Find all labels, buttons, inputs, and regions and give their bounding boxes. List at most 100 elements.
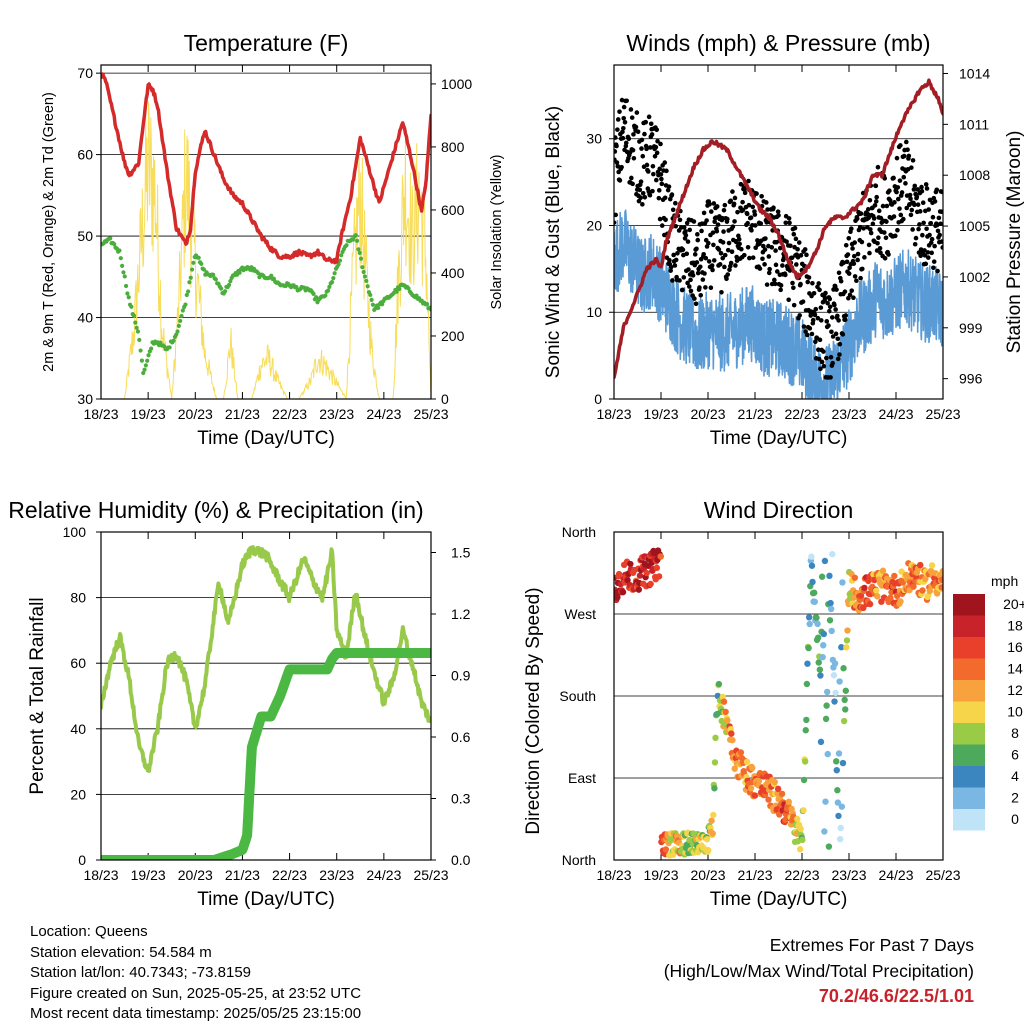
dewpoint-point bbox=[329, 279, 335, 285]
gust-point bbox=[746, 202, 752, 208]
gust-point bbox=[725, 247, 731, 253]
gust-point bbox=[919, 188, 925, 194]
gust-point bbox=[728, 260, 734, 266]
direction-point bbox=[834, 799, 842, 806]
y2-tick-label: 1000 bbox=[441, 76, 472, 92]
dewpoint-point bbox=[180, 308, 185, 313]
winds-panel: Winds (mph) & Pressure (mb) 18/23 19/23 20/… bbox=[543, 30, 1024, 449]
gust-point bbox=[892, 233, 898, 239]
gust-point bbox=[750, 255, 756, 260]
dewpoint-point bbox=[365, 284, 370, 289]
direction-point bbox=[813, 614, 820, 621]
direction-point bbox=[811, 598, 818, 605]
gust-point bbox=[653, 144, 659, 150]
gust-point bbox=[621, 115, 627, 121]
y-tick-label: 70 bbox=[77, 65, 93, 81]
dewpoint-point bbox=[120, 263, 125, 268]
gust-point bbox=[642, 131, 647, 137]
direction-point bbox=[837, 824, 844, 832]
gust-point bbox=[924, 226, 929, 232]
direction-point bbox=[922, 575, 929, 583]
dewpoint-point bbox=[176, 323, 181, 328]
gust-point bbox=[842, 289, 848, 294]
gust-point bbox=[884, 203, 890, 209]
gust-point bbox=[818, 305, 824, 310]
direction-point bbox=[817, 672, 824, 679]
y2-axis-label: Solar Insolation (Yellow) bbox=[489, 154, 505, 309]
gust-point bbox=[834, 287, 839, 292]
dewpoint-point bbox=[351, 237, 356, 242]
gust-point bbox=[791, 285, 796, 291]
gust-point bbox=[835, 356, 841, 362]
gust-point bbox=[675, 250, 680, 256]
gust-point bbox=[897, 178, 903, 183]
legend-label: 4 bbox=[1011, 768, 1019, 784]
gust-point bbox=[846, 235, 852, 241]
dewpoint-point bbox=[357, 250, 362, 255]
gust-point bbox=[684, 251, 690, 257]
gust-point bbox=[725, 272, 731, 277]
gust-point bbox=[823, 290, 828, 296]
humidity-title: Relative Humidity (%) & Precipitation (i… bbox=[8, 497, 423, 523]
dewpoint-point bbox=[311, 291, 316, 296]
gust-point bbox=[800, 299, 806, 304]
gust-point bbox=[637, 187, 643, 193]
dewpoint-point bbox=[178, 318, 183, 324]
gust-point bbox=[697, 264, 703, 270]
x-tick-label: 24/23 bbox=[366, 406, 401, 422]
gust-point bbox=[918, 253, 923, 259]
gust-point bbox=[644, 146, 649, 152]
gust-point bbox=[851, 261, 857, 266]
gust-point bbox=[654, 127, 660, 133]
direction-point bbox=[801, 758, 809, 765]
gust-point bbox=[925, 255, 931, 260]
gust-point bbox=[783, 272, 788, 278]
y-tick-label: West bbox=[564, 606, 596, 622]
direction-point bbox=[765, 796, 772, 803]
direction-point bbox=[647, 580, 654, 588]
gust-point bbox=[926, 207, 932, 212]
gust-point bbox=[911, 187, 917, 192]
direction-point bbox=[839, 579, 846, 586]
gust-point bbox=[833, 307, 838, 312]
gust-point bbox=[688, 277, 693, 283]
gust-point bbox=[656, 188, 662, 193]
direction-point bbox=[624, 576, 631, 584]
direction-point bbox=[821, 828, 828, 835]
gust-point bbox=[644, 162, 650, 168]
y-axis-label: Sonic Wind & Gust (Blue, Black) bbox=[543, 106, 564, 378]
direction-point bbox=[843, 637, 851, 644]
dewpoint-point bbox=[184, 292, 189, 298]
gust-point bbox=[724, 276, 729, 282]
gust-point bbox=[652, 153, 658, 159]
gust-point bbox=[837, 341, 843, 347]
x-tick-label: 19/23 bbox=[643, 867, 678, 883]
gust-point bbox=[859, 239, 865, 245]
gust-point bbox=[852, 240, 857, 245]
gust-point bbox=[747, 255, 752, 261]
direction-point bbox=[794, 815, 801, 823]
gust-point bbox=[721, 207, 727, 213]
legend-swatch bbox=[953, 701, 985, 723]
direction-point bbox=[747, 785, 755, 792]
gust-point bbox=[789, 255, 795, 261]
legend-label: 12 bbox=[1007, 682, 1023, 698]
gust-point bbox=[915, 187, 921, 192]
gust-point bbox=[761, 243, 766, 249]
gust-point bbox=[901, 216, 906, 222]
dewpoint-point bbox=[129, 304, 134, 309]
gust-point bbox=[843, 242, 849, 248]
y-tick-label: North bbox=[562, 852, 596, 868]
plot-frame bbox=[613, 531, 944, 861]
gust-point bbox=[876, 208, 882, 214]
legend-label: 10 bbox=[1007, 704, 1023, 720]
dewpoint-point bbox=[149, 346, 154, 351]
direction-point bbox=[771, 778, 778, 786]
gust-point bbox=[881, 230, 887, 235]
direction-point bbox=[662, 846, 670, 853]
x-tick-label: 22/23 bbox=[272, 406, 307, 422]
y2-tick-label: 1011 bbox=[959, 116, 989, 132]
y-tick-label: North bbox=[562, 524, 596, 540]
direction-point bbox=[861, 584, 868, 592]
